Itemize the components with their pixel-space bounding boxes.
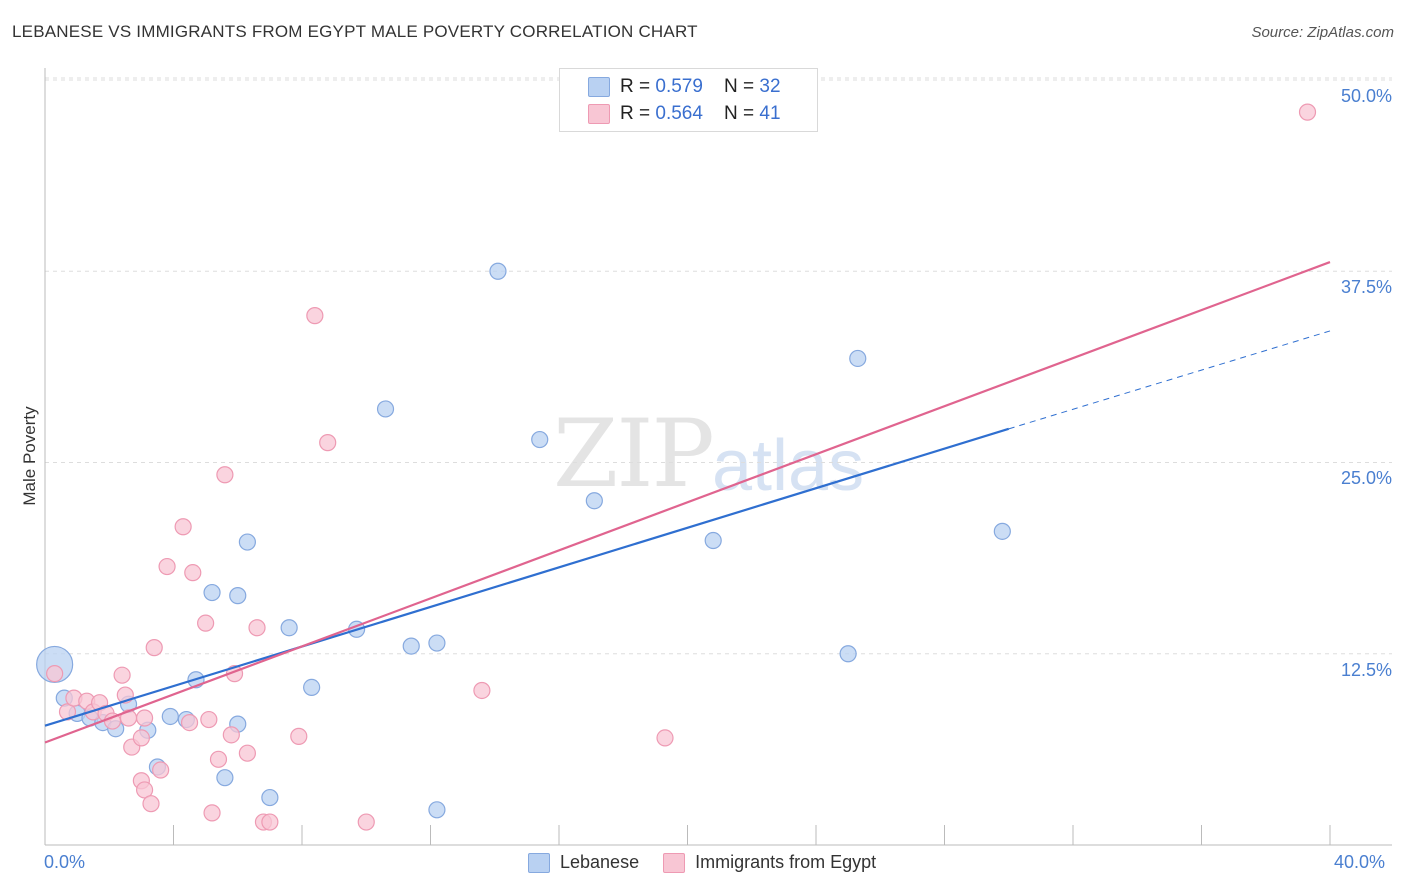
y-tick-label-50: 50.0% xyxy=(1340,86,1392,106)
legend-egypt-swatch xyxy=(663,852,686,873)
lebanese-point-16 xyxy=(238,533,256,551)
lebanese-point-27 xyxy=(585,492,603,510)
lebanese-point-21 xyxy=(376,400,395,418)
lebanese-point-24 xyxy=(428,634,446,652)
lebanese-point-0 xyxy=(36,645,74,684)
lebanese-point-12 xyxy=(203,583,221,602)
egypt-point-33 xyxy=(261,813,279,831)
egypt-point-20 xyxy=(174,518,192,536)
egypt-point-18 xyxy=(152,761,170,779)
egypt-point-25 xyxy=(203,804,221,822)
r-label: R = xyxy=(620,76,656,97)
egypt-point-16 xyxy=(142,795,160,813)
source-label: Source: ZipAtlas.com xyxy=(1251,24,1394,41)
n-value-egypt: 41 xyxy=(759,103,781,124)
egypt-point-0 xyxy=(46,665,64,683)
x-tick-label-max: 40.0% xyxy=(1334,852,1386,872)
egypt-point-37 xyxy=(357,813,375,831)
chart-title: LEBANESE VS IMMIGRANTS FROM EGYPT MALE P… xyxy=(12,22,698,41)
egypt-point-19 xyxy=(158,557,176,576)
egypt-point-36 xyxy=(319,434,337,452)
lebanese-point-28 xyxy=(704,531,722,550)
egypt-point-24 xyxy=(200,710,218,729)
legend-egypt-label: Immigrants from Egypt xyxy=(695,852,877,872)
lebanese-point-30 xyxy=(849,349,867,368)
r-value-egypt: 0.564 xyxy=(655,103,703,124)
egypt-point-27 xyxy=(216,466,234,484)
lebanese-point-17 xyxy=(261,788,279,807)
lebanese-point-15 xyxy=(229,587,247,605)
egypt-point-23 xyxy=(197,614,215,632)
egypt-point-35 xyxy=(306,307,324,325)
lebanese-point-26 xyxy=(531,430,549,449)
egypt-point-30 xyxy=(238,744,256,762)
n-value-lebanese: 32 xyxy=(759,76,781,97)
egypt-point-40 xyxy=(1298,103,1317,121)
egypt-trend-line xyxy=(44,261,1331,744)
stats-legend: R = 0.579 N = 32 R = 0.564 N = 41 xyxy=(559,68,818,132)
n-label: N = xyxy=(724,103,760,124)
r-label: R = xyxy=(620,103,656,124)
lebanese-point-22 xyxy=(402,637,420,655)
n-label: N = xyxy=(724,76,760,97)
lebanese-point-13 xyxy=(216,769,234,787)
egypt-swatch xyxy=(588,104,610,124)
legend-lebanese-swatch xyxy=(528,852,550,873)
egypt-point-17 xyxy=(145,639,163,657)
egypt-point-21 xyxy=(180,713,199,732)
egypt-point-34 xyxy=(290,727,308,745)
egypt-point-22 xyxy=(184,564,202,582)
egypt-point-1 xyxy=(58,703,77,721)
lebanese-trend-line xyxy=(44,427,1010,727)
lebanese-point-23 xyxy=(428,801,446,819)
egypt-point-31 xyxy=(248,619,266,637)
egypt-point-12 xyxy=(135,709,154,727)
watermark-zip: ZIP xyxy=(553,400,715,509)
lebanese-point-31 xyxy=(993,522,1011,540)
r-value-lebanese: 0.579 xyxy=(655,76,703,97)
y-tick-label-25: 25.0% xyxy=(1340,468,1392,488)
egypt-point-38 xyxy=(473,681,491,700)
lebanese-trend-extension xyxy=(1008,330,1331,430)
lebanese-point-25 xyxy=(489,262,507,280)
x-tick-label-min: 0.0% xyxy=(44,852,86,872)
egypt-point-26 xyxy=(209,750,228,768)
y-axis-label: Male Poverty xyxy=(20,406,39,506)
lebanese-point-29 xyxy=(839,645,857,663)
series-legend: Lebanese Immigrants from Egypt xyxy=(528,852,876,873)
egypt-point-8 xyxy=(113,666,131,684)
legend-lebanese-label: Lebanese xyxy=(560,852,640,872)
egypt-point-28 xyxy=(222,726,240,744)
egypt-point-39 xyxy=(656,729,674,747)
egypt-point-13 xyxy=(132,729,150,747)
y-tick-label-37-5: 37.5% xyxy=(1340,277,1392,297)
lebanese-point-9 xyxy=(161,707,179,726)
lebanese-point-18 xyxy=(280,619,298,637)
y-tick-label-12-5: 12.5% xyxy=(1340,660,1392,680)
egypt-point-15 xyxy=(135,781,154,799)
lebanese-swatch xyxy=(588,77,610,97)
lebanese-point-19 xyxy=(303,678,321,697)
watermark-atlas: atlas xyxy=(712,426,865,506)
